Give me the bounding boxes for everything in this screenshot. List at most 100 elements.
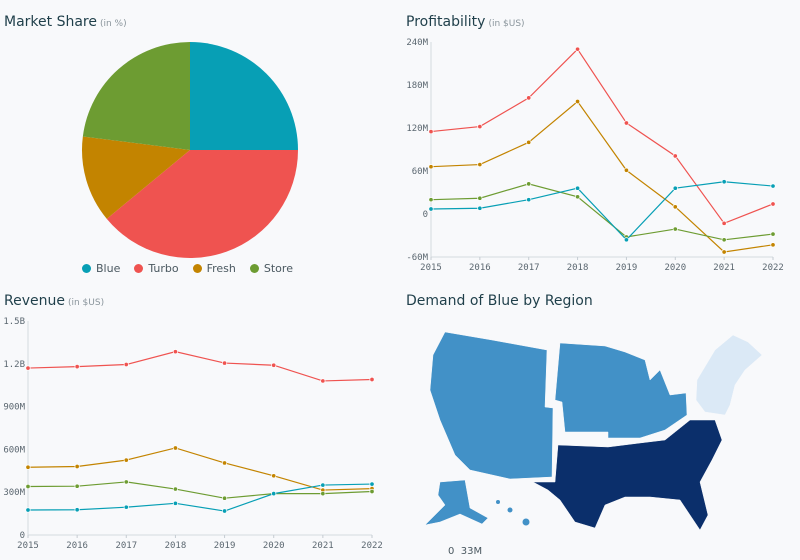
map-region-hawaii: [522, 518, 530, 526]
data-point: [672, 153, 678, 159]
data-point: [320, 378, 326, 384]
revenue-title: Revenue (in $US): [4, 293, 104, 309]
pie-slice-blue: [190, 42, 298, 150]
revenue-x-tick: 2020: [263, 541, 285, 551]
data-point: [672, 185, 678, 191]
revenue-series-blue: [25, 481, 375, 514]
data-point: [428, 206, 434, 212]
data-point: [172, 486, 178, 492]
profitability-title: Profitability (in $US): [406, 14, 525, 30]
data-point: [575, 98, 581, 105]
data-point: [575, 185, 581, 191]
data-point: [172, 445, 178, 451]
profitability-x-tick: 2020: [664, 263, 686, 273]
data-point: [25, 464, 31, 470]
profitability-x-tick: 2017: [518, 263, 540, 273]
title-text: Revenue: [4, 293, 65, 309]
data-point: [526, 181, 532, 187]
data-point: [575, 46, 581, 52]
data-point: [477, 162, 483, 168]
data-point: [369, 376, 375, 383]
profitability-series-turbo: [428, 46, 776, 226]
revenue-x-tick: 2019: [214, 541, 236, 551]
legend-dot: [192, 264, 202, 273]
legend-dot: [249, 264, 259, 273]
data-point: [320, 482, 326, 488]
data-point: [74, 463, 80, 470]
legend-label: Store: [263, 262, 293, 275]
legend-min: 0: [448, 546, 455, 557]
data-point: [477, 124, 483, 130]
legend-label: Fresh: [206, 262, 236, 275]
profitability-x-tick: 2015: [420, 263, 442, 273]
legend-dot: [134, 264, 144, 273]
series-line: [27, 483, 373, 512]
profitability-y-tick: 180M: [406, 81, 428, 91]
data-point: [123, 457, 129, 463]
title-text: Market Share: [4, 14, 97, 30]
data-point: [477, 205, 483, 211]
legend-label: Blue: [96, 262, 121, 275]
data-point: [25, 483, 31, 490]
profitability-x-tick: 2016: [469, 263, 491, 273]
data-point: [74, 507, 80, 513]
data-point: [526, 139, 532, 145]
series-line: [430, 181, 774, 241]
revenue-y-tick: 1.5B: [3, 317, 25, 327]
pie-slice-fresh: [82, 136, 190, 219]
data-point: [25, 365, 31, 371]
profitability-x-tick: 2019: [616, 263, 638, 273]
revenue-y-tick: 0: [20, 531, 25, 541]
profitability-series-store: [428, 181, 776, 243]
profitability-y-tick: -60M: [406, 253, 428, 263]
data-point: [623, 237, 629, 243]
profitability-series-blue: [428, 179, 776, 243]
data-point: [74, 364, 80, 370]
title-text: Demand of Blue by Region: [406, 293, 593, 309]
data-point: [271, 473, 277, 479]
legend-item-turbo[interactable]: Turbo: [134, 262, 179, 275]
data-point: [428, 164, 434, 170]
map-title: Demand of Blue by Region: [406, 293, 593, 309]
data-point: [271, 362, 277, 368]
legend-item-blue[interactable]: Blue: [82, 262, 120, 275]
data-point: [222, 360, 228, 366]
pie-slice-store: [82, 41, 190, 151]
market-share-title: Market Share (in %): [4, 14, 127, 30]
profitability-y-tick: 0: [423, 210, 428, 220]
data-point: [222, 508, 228, 514]
map-legend: 0 33M: [448, 546, 482, 557]
revenue-x-tick: 2017: [115, 541, 137, 551]
data-point: [222, 495, 228, 501]
profitability-x-tick: 2018: [567, 263, 589, 273]
legend-item-store[interactable]: Store: [249, 262, 293, 275]
profitability-y-tick: 120M: [406, 124, 428, 134]
series-line: [27, 351, 373, 382]
map-region-hawaii: [507, 507, 513, 513]
map-region-alaska: [424, 479, 489, 526]
data-point: [271, 491, 277, 497]
data-point: [770, 201, 776, 207]
map-region-south: [532, 419, 723, 531]
pie-slice-turbo: [106, 150, 298, 259]
revenue-x-tick: 2016: [66, 541, 88, 551]
data-point: [74, 483, 80, 489]
data-point: [770, 183, 776, 189]
data-point: [526, 95, 532, 101]
series-line: [430, 100, 774, 253]
legend-max: 33M: [460, 546, 483, 557]
data-point: [526, 197, 532, 203]
profitability-series-fresh: [428, 98, 776, 255]
data-point: [369, 481, 375, 487]
revenue-series-turbo: [25, 349, 375, 384]
data-point: [623, 167, 629, 173]
data-point: [623, 120, 629, 126]
profitability-x-tick: 2022: [762, 263, 784, 273]
profitability-x-tick: 2021: [713, 263, 735, 273]
legend-item-fresh[interactable]: Fresh: [192, 262, 236, 275]
map-region-west: [429, 331, 554, 480]
revenue-y-tick: 1.2B: [3, 360, 25, 370]
series-line: [27, 447, 373, 491]
title-unit: (in %): [99, 19, 127, 29]
